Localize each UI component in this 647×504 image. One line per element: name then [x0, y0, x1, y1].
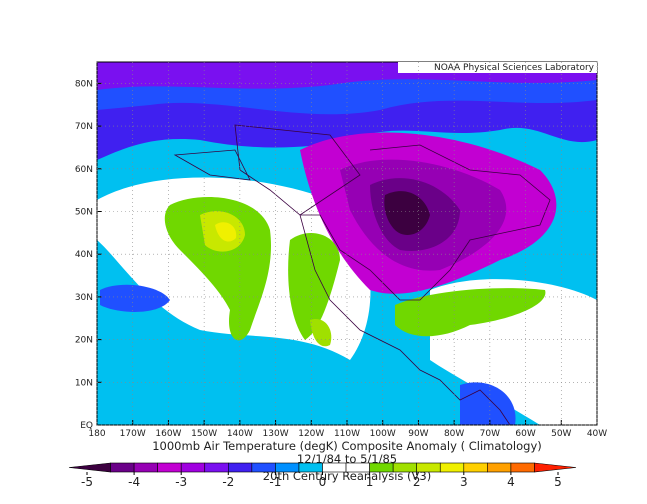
colorbar-arrow [68, 462, 111, 473]
lat-label: 70N [75, 122, 93, 132]
colorbar-arrow [534, 462, 577, 473]
lat-label: 20N [75, 336, 93, 346]
lon-label: 70W [480, 429, 500, 439]
lon-label: 120W [298, 429, 324, 439]
colorbar-cell [416, 462, 441, 473]
colorbar-cell [392, 462, 417, 473]
credit-box [398, 62, 597, 73]
credit: NOAA Physical Sciences Laboratory [434, 63, 595, 73]
caption-source: 20th Century Reanalysis (V3) [263, 469, 431, 483]
colorbar-label: -5 [81, 475, 93, 489]
colorbar-cell [322, 462, 347, 473]
colorbar-label: 5 [554, 475, 562, 489]
colorbar-cell [345, 462, 370, 473]
lon-label: 160W [155, 429, 181, 439]
lon-label: 80W [444, 429, 464, 439]
colorbar-cell [251, 462, 276, 473]
colorbar-cell [439, 462, 465, 473]
colorbar-label: -3 [175, 475, 187, 489]
colorbar-cell [487, 462, 512, 473]
lat-label: EQ [80, 421, 93, 431]
lat-label: 30N [75, 293, 93, 303]
colorbar-cell [275, 462, 300, 473]
colorbar-cell [110, 462, 135, 473]
lat-label: 40N [75, 250, 93, 260]
lon-label: 90W [408, 429, 428, 439]
lon-label: 170W [120, 429, 146, 439]
lat-label: 10N [75, 378, 93, 388]
lon-label: 50W [551, 429, 571, 439]
caption-dates: 12/1/84 to 5/1/85 [297, 452, 397, 466]
colorbar-cell [463, 462, 488, 473]
colorbar-label: 1 [366, 475, 374, 489]
colorbar-label: -4 [128, 475, 140, 489]
colorbar-label: -1 [269, 475, 281, 489]
colorbar-label: -2 [222, 475, 234, 489]
lat-label: 50N [75, 208, 93, 218]
colorbar-cell [204, 462, 229, 473]
colorbar-label: 0 [319, 475, 327, 489]
lon-label: 150W [191, 429, 217, 439]
lon-label: 180 [88, 429, 105, 439]
caption-title: 1000mb Air Temperature (degK) Composite … [152, 439, 542, 453]
colorbar-label: 2 [413, 475, 421, 489]
lon-label: 130W [263, 429, 289, 439]
colorbar-cell [228, 462, 253, 473]
lon-label: 60W [515, 429, 535, 439]
colorbar-cell [510, 462, 535, 473]
colorbar-cell [298, 462, 323, 473]
colorbar-cell [133, 462, 158, 473]
lon-label: 40W [587, 429, 607, 439]
colorbar-cell [157, 462, 182, 473]
colorbar-cell [180, 462, 206, 473]
lat-label: 60N [75, 165, 93, 175]
lat-label: 80N [75, 79, 93, 89]
colorbar-label: 3 [460, 475, 468, 489]
lon-label: 100W [370, 429, 396, 439]
lon-label: 140W [227, 429, 253, 439]
colorbar-cell [369, 462, 394, 473]
lon-label: 110W [334, 429, 360, 439]
colorbar-label: 4 [507, 475, 515, 489]
